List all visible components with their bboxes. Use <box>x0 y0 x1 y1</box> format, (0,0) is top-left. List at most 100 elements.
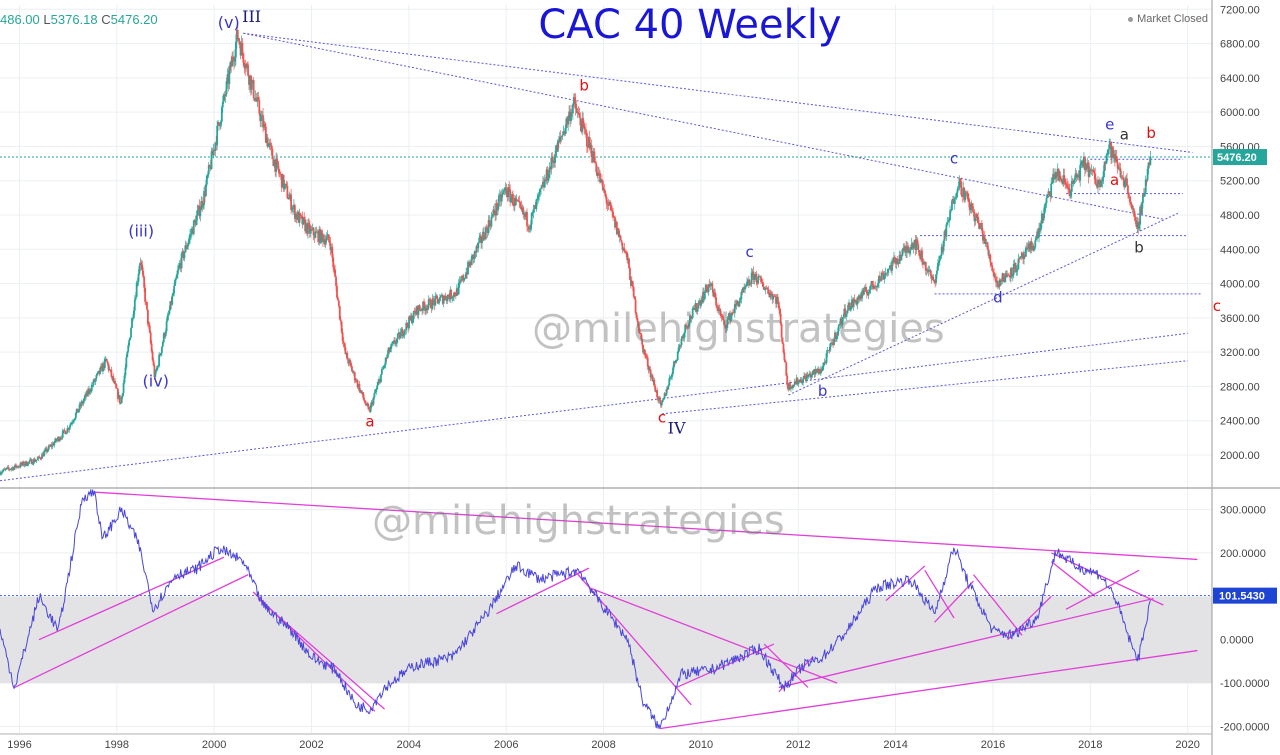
candle-body <box>681 336 684 339</box>
candle-body <box>1090 170 1093 171</box>
wave-label: a <box>1110 171 1119 189</box>
candle-body <box>556 140 559 152</box>
candle-body <box>737 303 740 307</box>
candle-body <box>234 57 236 62</box>
candle-body <box>769 292 772 298</box>
candle-body <box>135 282 138 298</box>
candle-body <box>659 400 662 406</box>
candle-body <box>310 229 313 230</box>
candle-body <box>15 464 17 468</box>
candle-body <box>890 265 893 271</box>
candle-body <box>189 234 191 239</box>
candle-body <box>588 137 591 149</box>
candle-body <box>946 221 949 225</box>
candle-body <box>922 261 924 265</box>
candle-body <box>990 262 993 266</box>
candle-body <box>395 343 397 345</box>
candle-body <box>277 161 279 169</box>
candle-body <box>796 378 799 385</box>
candle-body <box>1072 179 1075 184</box>
candle-body <box>278 168 280 174</box>
candle-body <box>954 197 957 199</box>
candle-body <box>969 209 972 211</box>
candle-body <box>913 239 916 244</box>
candle-body <box>559 136 562 138</box>
candle-body <box>431 298 434 309</box>
indicator-trendline <box>659 649 1198 730</box>
candle-body <box>194 220 197 226</box>
candle-body <box>749 283 752 285</box>
candle-body <box>438 301 440 304</box>
candle-body <box>324 240 327 245</box>
candle-body <box>92 379 95 385</box>
candle-body <box>498 194 501 196</box>
candle-body <box>114 381 117 384</box>
candle-body <box>15 466 18 468</box>
candle-body <box>419 309 422 311</box>
candle-body <box>819 372 821 374</box>
candle-body <box>943 231 946 241</box>
candle-body <box>381 369 383 375</box>
candle-body <box>452 297 454 298</box>
candle-body <box>674 360 677 364</box>
candle-body <box>272 158 275 166</box>
candle-body <box>1102 171 1105 178</box>
candle-body <box>207 165 210 175</box>
candle-body <box>394 340 396 344</box>
candle-body <box>96 372 99 376</box>
candle-body <box>641 338 644 345</box>
candle-body <box>467 261 469 275</box>
candle-body <box>325 236 328 241</box>
candle-body <box>74 413 77 419</box>
candle-body <box>148 325 151 333</box>
indicator-trendline <box>38 556 225 641</box>
candle-body <box>265 137 268 143</box>
candle-body <box>77 409 80 413</box>
candle-body <box>259 113 262 122</box>
candle-body <box>616 228 619 235</box>
indicator-tick-label: -200.0000 <box>1220 721 1270 733</box>
candle-body <box>307 222 309 234</box>
candle-body <box>381 368 384 370</box>
candle-body <box>20 462 23 465</box>
candle-body <box>974 217 977 222</box>
candle-body <box>214 142 217 151</box>
candle-body <box>142 270 145 277</box>
candle-body <box>39 457 42 459</box>
candle-body <box>408 316 410 329</box>
candle-body <box>972 211 975 212</box>
candle-body <box>1114 156 1117 161</box>
candle-body <box>1049 194 1052 197</box>
candle-body <box>483 238 486 240</box>
candle-body <box>820 368 823 371</box>
candle-body <box>163 333 166 337</box>
candle-body <box>518 200 521 203</box>
candle-body <box>854 300 857 302</box>
ohlc-low-label: L <box>43 12 51 27</box>
candle-body <box>932 276 935 281</box>
candle-body <box>417 305 420 315</box>
candle-body <box>198 205 201 217</box>
candle-body <box>680 338 683 346</box>
candle-body <box>373 392 376 398</box>
candle-body <box>966 192 968 194</box>
candle-body <box>706 288 709 292</box>
candle-body <box>365 403 367 406</box>
candle-body <box>38 456 41 458</box>
candle-body <box>544 179 547 181</box>
candle-body <box>1081 160 1083 163</box>
candle-body <box>945 224 948 237</box>
candle-body <box>629 279 632 286</box>
candle-body <box>634 299 637 314</box>
wave-label: (iv) <box>143 371 169 390</box>
candle-body <box>1005 273 1008 277</box>
candle-body <box>293 205 296 219</box>
candle-body <box>758 276 761 278</box>
candle-body <box>752 271 755 280</box>
candle-body <box>647 366 650 371</box>
candle-body <box>469 262 472 266</box>
candle-body <box>984 243 987 244</box>
candle-body <box>1060 178 1063 183</box>
